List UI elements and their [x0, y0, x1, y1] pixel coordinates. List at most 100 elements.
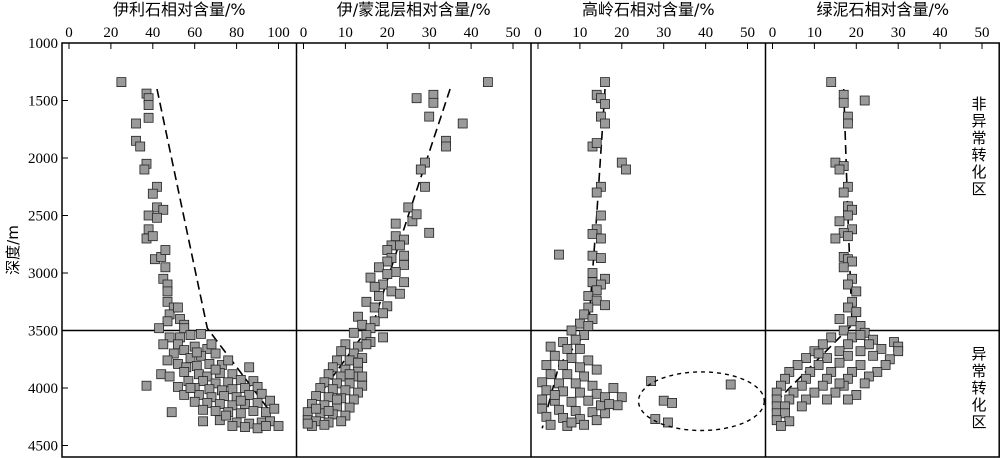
data-point	[143, 112, 154, 123]
data-point	[223, 355, 234, 366]
data-point	[373, 291, 384, 301]
data-point	[541, 385, 552, 396]
data-point	[378, 308, 389, 319]
data-point	[378, 332, 389, 343]
data-point	[399, 277, 410, 288]
data-point	[344, 369, 355, 380]
data-point	[600, 77, 610, 87]
y-tick-label: 4500	[28, 439, 58, 455]
data-point	[198, 416, 209, 427]
data-point	[549, 389, 560, 400]
data-point	[399, 259, 410, 270]
data-point	[256, 388, 267, 399]
data-point	[420, 181, 430, 192]
data-point	[252, 423, 263, 434]
zone-label-normal: 非异常转化区	[971, 95, 986, 198]
data-point	[566, 417, 577, 428]
data-point	[323, 369, 334, 380]
data-point	[164, 371, 175, 382]
data-point	[817, 380, 828, 391]
data-point	[575, 387, 585, 398]
data-point	[558, 386, 568, 397]
data-point	[204, 358, 215, 369]
data-point	[725, 379, 736, 390]
data-point	[244, 389, 255, 400]
data-point	[415, 164, 426, 175]
trend-lines	[156, 88, 853, 429]
x-tick-label: 0	[534, 25, 542, 41]
data-point	[838, 325, 849, 336]
data-point	[851, 307, 862, 318]
data-point	[323, 406, 334, 416]
data-point	[587, 277, 598, 288]
data-point	[545, 419, 556, 430]
data-point	[172, 302, 183, 313]
data-point	[545, 369, 556, 380]
data-point	[179, 345, 190, 356]
data-point	[365, 272, 376, 283]
data-point	[880, 360, 891, 370]
data-point	[838, 262, 849, 273]
data-point	[378, 279, 389, 290]
data-point	[667, 397, 677, 408]
x-tick-label: 30	[891, 25, 906, 41]
data-point	[834, 378, 845, 389]
data-point	[162, 296, 173, 307]
data-point	[162, 286, 173, 297]
data-point	[403, 202, 414, 213]
data-point	[826, 332, 837, 343]
data-point	[386, 286, 397, 297]
data-point	[198, 376, 209, 387]
data-point	[227, 421, 238, 431]
data-point	[210, 378, 221, 389]
data-point	[348, 327, 359, 338]
data-point	[235, 408, 246, 419]
data-point	[591, 187, 602, 198]
data-point	[315, 383, 326, 393]
y-tick-label: 2500	[28, 209, 58, 225]
data-point	[855, 346, 866, 357]
data-point	[570, 378, 581, 389]
data-point	[382, 256, 393, 267]
data-point	[252, 397, 263, 408]
data-point	[608, 383, 619, 393]
data-point	[843, 339, 853, 350]
x-tick-label: 50	[506, 25, 521, 41]
x-tick-label: 20	[103, 25, 118, 41]
data-point	[369, 281, 380, 292]
data-point	[830, 233, 841, 244]
data-point	[600, 99, 610, 109]
data-point	[160, 262, 171, 273]
data-point	[596, 210, 606, 221]
data-point	[147, 231, 158, 242]
data-point	[566, 325, 577, 336]
data-point	[382, 269, 393, 280]
x-tick-label: 0	[769, 25, 777, 41]
data-point	[332, 394, 342, 405]
data-point	[801, 353, 811, 364]
data-point	[361, 296, 372, 307]
data-point	[457, 118, 468, 129]
data-point	[357, 371, 368, 382]
data-point	[658, 395, 669, 406]
data-point	[179, 389, 190, 400]
data-point	[198, 404, 209, 415]
data-point	[336, 346, 347, 357]
data-point	[600, 300, 610, 311]
data-point	[382, 245, 393, 255]
data-point	[591, 138, 602, 149]
trend-line	[156, 88, 269, 410]
x-tick-label: 40	[145, 25, 160, 41]
data-point	[621, 164, 631, 175]
data-point	[554, 249, 564, 260]
data-point	[554, 404, 564, 415]
data-point	[158, 204, 169, 215]
trend-line	[302, 88, 451, 418]
data-point	[843, 350, 853, 361]
data-point	[809, 387, 820, 398]
data-point	[834, 216, 845, 227]
data-point	[650, 414, 661, 425]
x-tick-label: 10	[572, 25, 587, 41]
data-point	[587, 380, 598, 391]
trend-line	[771, 88, 853, 406]
